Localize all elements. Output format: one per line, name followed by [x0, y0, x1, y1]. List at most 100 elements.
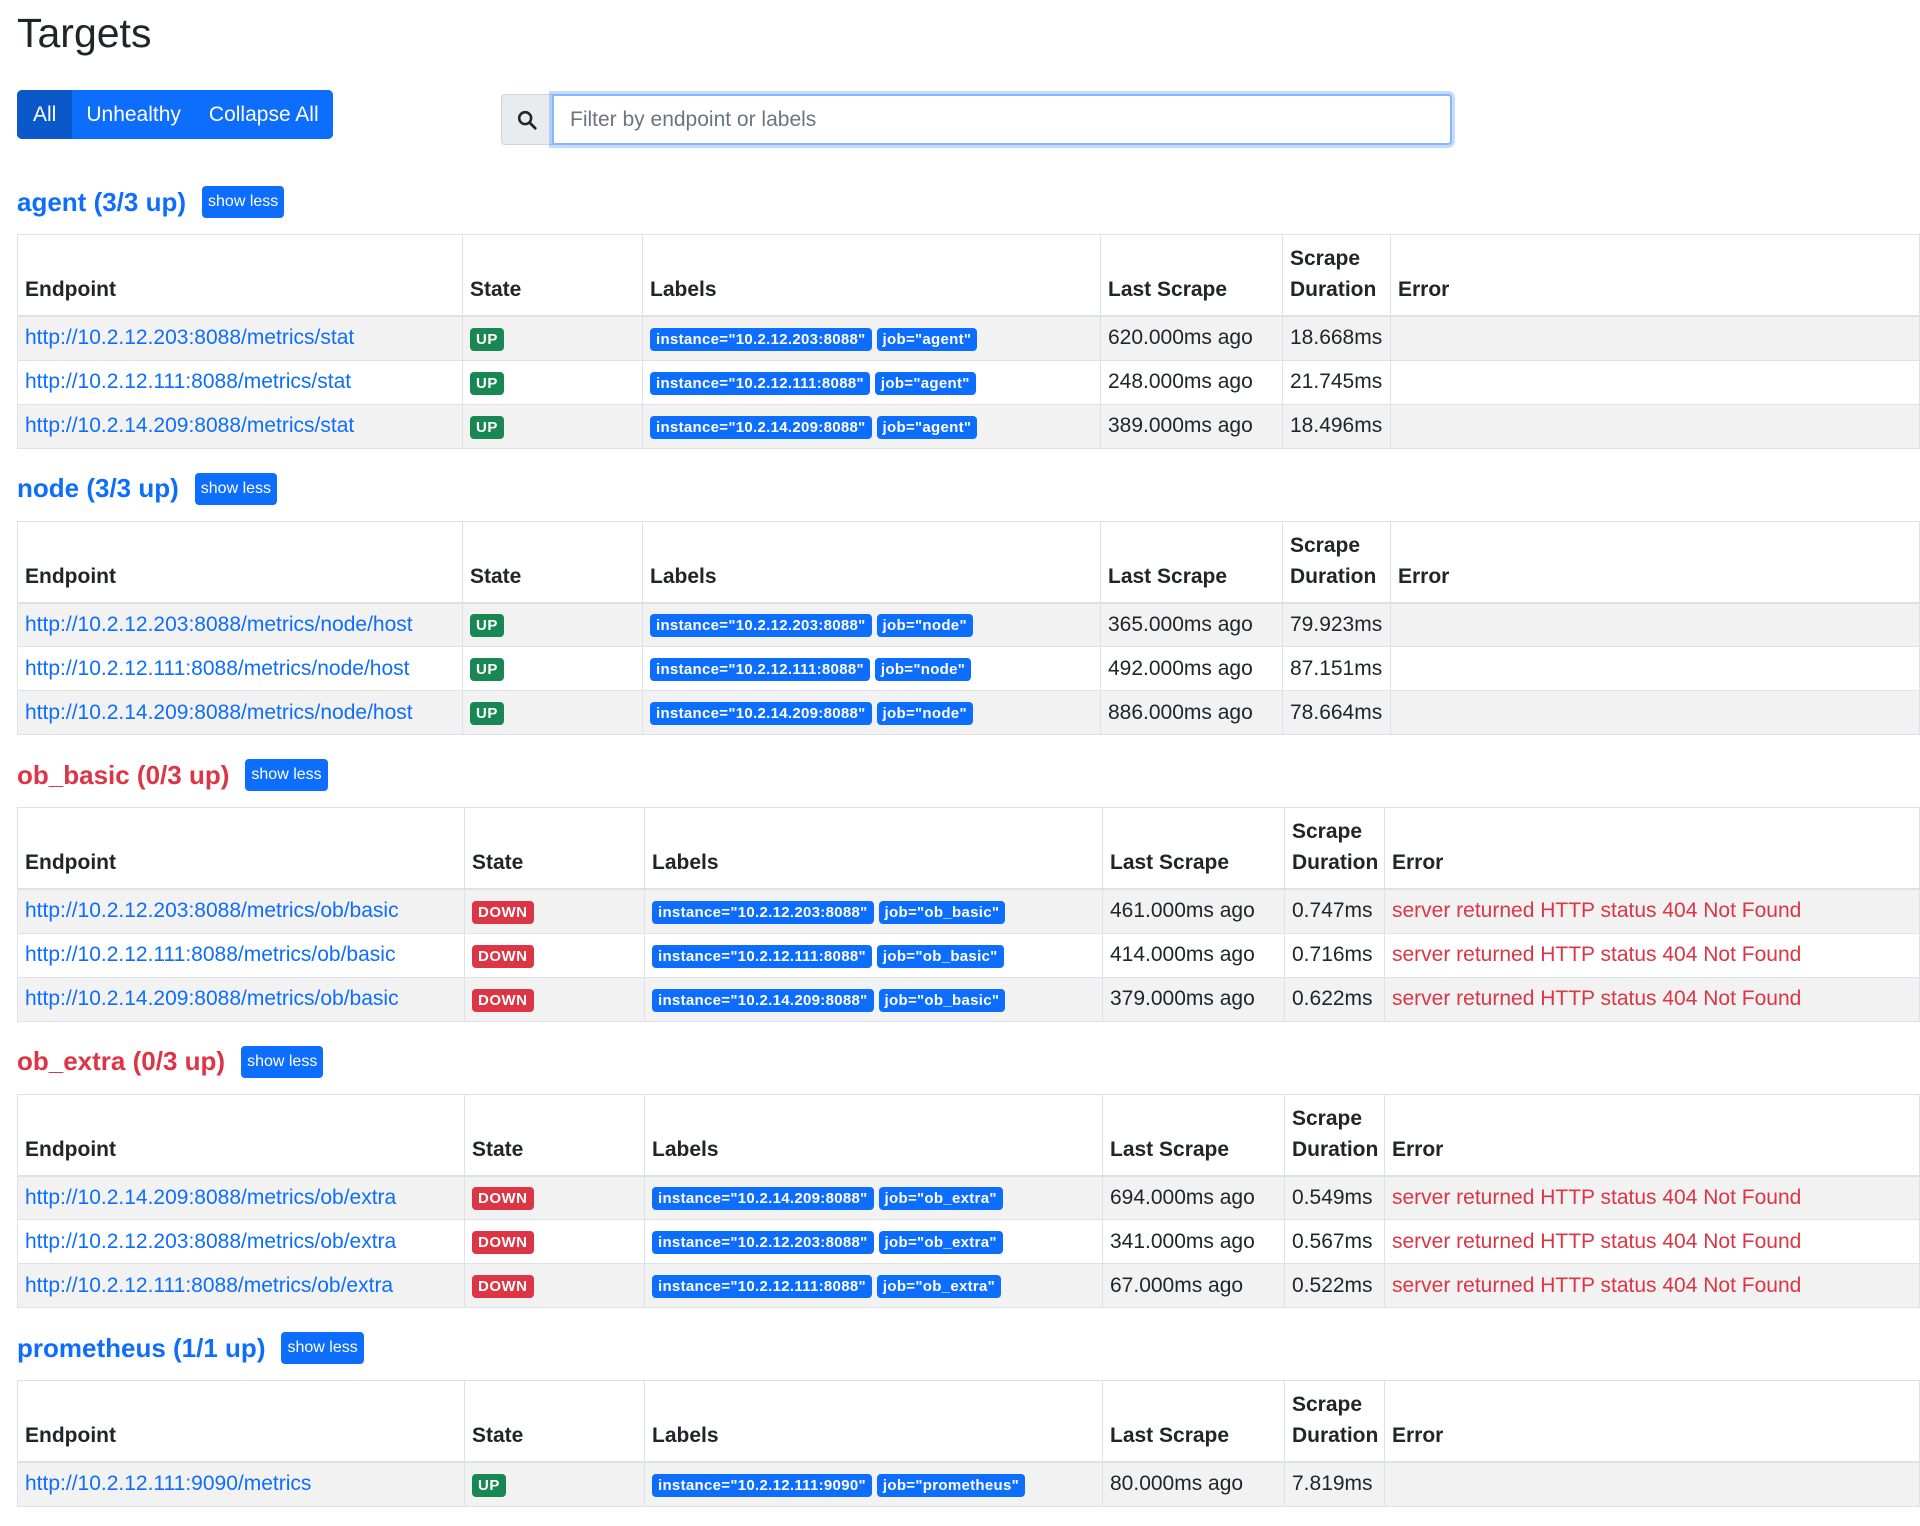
instance-label-badge: instance="10.2.12.203:8088" — [652, 900, 874, 924]
job-label-badge: job="ob_basic" — [878, 988, 1006, 1012]
filter-all-button[interactable]: All — [17, 90, 73, 139]
show-less-button[interactable]: show less — [281, 1332, 364, 1364]
pool-title-link[interactable]: prometheus (1/1 up) — [17, 1332, 266, 1363]
collapse-all-button[interactable]: Collapse All — [194, 90, 333, 139]
job-label-badge: job="ob_basic" — [876, 944, 1004, 968]
endpoint-link[interactable]: http://10.2.14.209:8088/metrics/stat — [25, 414, 355, 437]
scrape-duration-cell: 0.549ms — [1284, 1175, 1385, 1220]
job-label-badge: job="ob_extra" — [878, 1231, 1003, 1254]
pool-section: node (3/3 up) show less Endpoint State Label… — [17, 467, 1920, 735]
search-input[interactable] — [552, 94, 1452, 145]
endpoint-link[interactable]: http://10.2.12.111:8088/metrics/stat — [25, 370, 352, 393]
state-cell: UP — [462, 602, 643, 647]
job-label-badge: job="ob_extra" — [876, 1275, 1002, 1298]
error-cell: server returned HTTP status 404 Not Foun… — [1384, 976, 1920, 1022]
show-less-button[interactable]: show less — [241, 1045, 324, 1078]
targets-table: Endpoint State Labels Last Scrape Scrape Dura… — [17, 1380, 1920, 1507]
last-scrape-cell: 886.000ms ago — [1100, 690, 1283, 735]
pools-container: agent (3/3 up) show less Endpoint State Labe… — [17, 180, 1920, 1507]
col-state: State — [462, 520, 643, 604]
col-scrape-duration: Scrape Duration — [1284, 1380, 1385, 1463]
filter-unhealthy-button[interactable]: Unhealthy — [72, 90, 195, 139]
labels-cell: instance="10.2.12.111:9090" job="promethe… — [644, 1461, 1103, 1507]
pool-title-link[interactable]: ob_extra (0/3 up) — [17, 1046, 226, 1076]
endpoint-link[interactable]: http://10.2.12.111:8088/metrics/ob/extra — [25, 1273, 394, 1297]
endpoint-link[interactable]: http://10.2.12.203:8088/metrics/ob/extra — [25, 1229, 397, 1253]
endpoint-link[interactable]: http://10.2.12.203:8088/metrics/ob/basic — [25, 899, 399, 923]
pool-section: prometheus (1/1 up) show less Endpoint Stat… — [17, 1326, 1920, 1507]
col-last-scrape: Last Scrape — [1102, 807, 1285, 890]
state-badge: UP — [470, 658, 504, 681]
endpoint-link[interactable]: http://10.2.14.209:8088/metrics/ob/basic — [25, 987, 399, 1010]
job-label-badge: job="agent" — [876, 415, 978, 439]
targets-table: Endpoint State Labels Last Scrape Scrape Dura… — [17, 807, 1920, 1022]
instance-label-badge: instance="10.2.12.111:8088" — [652, 944, 872, 968]
scrape-duration-cell: 18.668ms — [1282, 315, 1391, 361]
state-badge: UP — [470, 614, 504, 638]
endpoint-link[interactable]: http://10.2.12.111:8088/metrics/node/hos… — [25, 656, 410, 680]
state-cell: DOWN — [464, 932, 645, 978]
labels-cell: instance="10.2.12.111:8088" job="ob_basic… — [644, 932, 1103, 978]
last-scrape-cell: 620.000ms ago — [1100, 315, 1283, 361]
endpoint-cell: http://10.2.14.209:8088/metrics/node/hos… — [17, 690, 463, 735]
table-header-row: Endpoint State Labels Last Scrape Scrape Dura… — [17, 1093, 1920, 1177]
endpoint-cell: http://10.2.12.111:8088/metrics/node/hos… — [17, 646, 463, 691]
search-icon — [501, 94, 552, 145]
endpoint-cell: http://10.2.12.111:9090/metrics — [17, 1461, 465, 1507]
table-row: http://10.2.12.111:8088/metrics/node/hos… — [17, 646, 1920, 691]
state-cell: DOWN — [464, 888, 645, 934]
col-endpoint: Endpoint — [17, 807, 465, 890]
toolbar: All Unhealthy Collapse All — [17, 90, 1903, 162]
endpoint-cell: http://10.2.14.209:8088/metrics/ob/basic — [17, 976, 465, 1022]
instance-label-badge: instance="10.2.12.111:8088" — [652, 1275, 872, 1298]
endpoint-link[interactable]: http://10.2.14.209:8088/metrics/ob/extra — [25, 1185, 397, 1209]
job-label-badge: job="ob_extra" — [878, 1187, 1003, 1211]
state-cell: UP — [462, 690, 643, 735]
endpoint-link[interactable]: http://10.2.12.111:8088/metrics/ob/basic — [25, 943, 396, 966]
instance-label-badge: instance="10.2.12.203:8088" — [650, 327, 872, 351]
col-labels: Labels — [644, 1093, 1103, 1177]
show-less-button[interactable]: show less — [245, 759, 328, 791]
last-scrape-cell: 341.000ms ago — [1102, 1219, 1285, 1264]
endpoint-cell: http://10.2.12.111:8088/metrics/ob/basic — [17, 932, 465, 978]
pool-section: ob_extra (0/3 up) show less Endpoint State L… — [17, 1040, 1920, 1308]
endpoint-cell: http://10.2.12.203:8088/metrics/ob/extra — [17, 1219, 465, 1264]
error-cell — [1390, 646, 1920, 691]
pool-title-link[interactable]: agent (3/3 up) — [17, 186, 187, 217]
endpoint-cell: http://10.2.12.203:8088/metrics/ob/basic — [17, 888, 465, 934]
col-duration-label: Duration — [1292, 1137, 1379, 1161]
state-badge: UP — [470, 702, 504, 725]
labels-cell: instance="10.2.14.209:8088" job="agent" — [642, 403, 1101, 449]
endpoint-link[interactable]: http://10.2.12.203:8088/metrics/stat — [25, 326, 355, 350]
table-row: http://10.2.12.111:8088/metrics/ob/extra… — [17, 1263, 1920, 1308]
table-header-row: Endpoint State Labels Last Scrape Scrape Dura… — [17, 234, 1920, 317]
pool-title-link[interactable]: ob_basic (0/3 up) — [17, 759, 230, 790]
show-less-button[interactable]: show less — [194, 472, 278, 505]
last-scrape-cell: 365.000ms ago — [1100, 602, 1283, 647]
state-cell: DOWN — [464, 976, 645, 1022]
col-state: State — [464, 1093, 645, 1177]
col-scrape-label: Scrape — [1292, 820, 1363, 843]
show-less-button[interactable]: show less — [202, 186, 285, 218]
filter-button-group: All Unhealthy Collapse All — [17, 90, 333, 139]
scrape-duration-cell: 0.622ms — [1284, 976, 1385, 1022]
instance-label-badge: instance="10.2.14.209:8088" — [652, 1187, 874, 1211]
endpoint-link[interactable]: http://10.2.12.203:8088/metrics/node/hos… — [25, 612, 413, 636]
col-scrape-label: Scrape — [1292, 1106, 1363, 1130]
page-title: Targets — [17, 10, 152, 56]
table-row: http://10.2.14.209:8088/metrics/stat UP in… — [17, 403, 1920, 449]
state-cell: UP — [462, 359, 643, 405]
pool-header: prometheus (1/1 up) show less — [17, 1326, 1903, 1370]
pool-header: ob_basic (0/3 up) show less — [17, 753, 1903, 797]
endpoint-link[interactable]: http://10.2.14.209:8088/metrics/node/hos… — [25, 700, 413, 724]
last-scrape-cell: 414.000ms ago — [1102, 932, 1285, 978]
state-badge: DOWN — [472, 1275, 534, 1298]
error-cell — [1390, 602, 1920, 647]
state-badge: DOWN — [472, 900, 534, 924]
table-row: http://10.2.12.111:9090/metrics UP instanc… — [17, 1461, 1920, 1507]
error-cell — [1390, 359, 1920, 405]
col-scrape-label: Scrape — [1292, 1393, 1363, 1416]
endpoint-link[interactable]: http://10.2.12.111:9090/metrics — [25, 1472, 312, 1496]
error-cell: server returned HTTP status 404 Not Foun… — [1384, 1263, 1920, 1308]
pool-title-link[interactable]: node (3/3 up) — [17, 473, 179, 503]
